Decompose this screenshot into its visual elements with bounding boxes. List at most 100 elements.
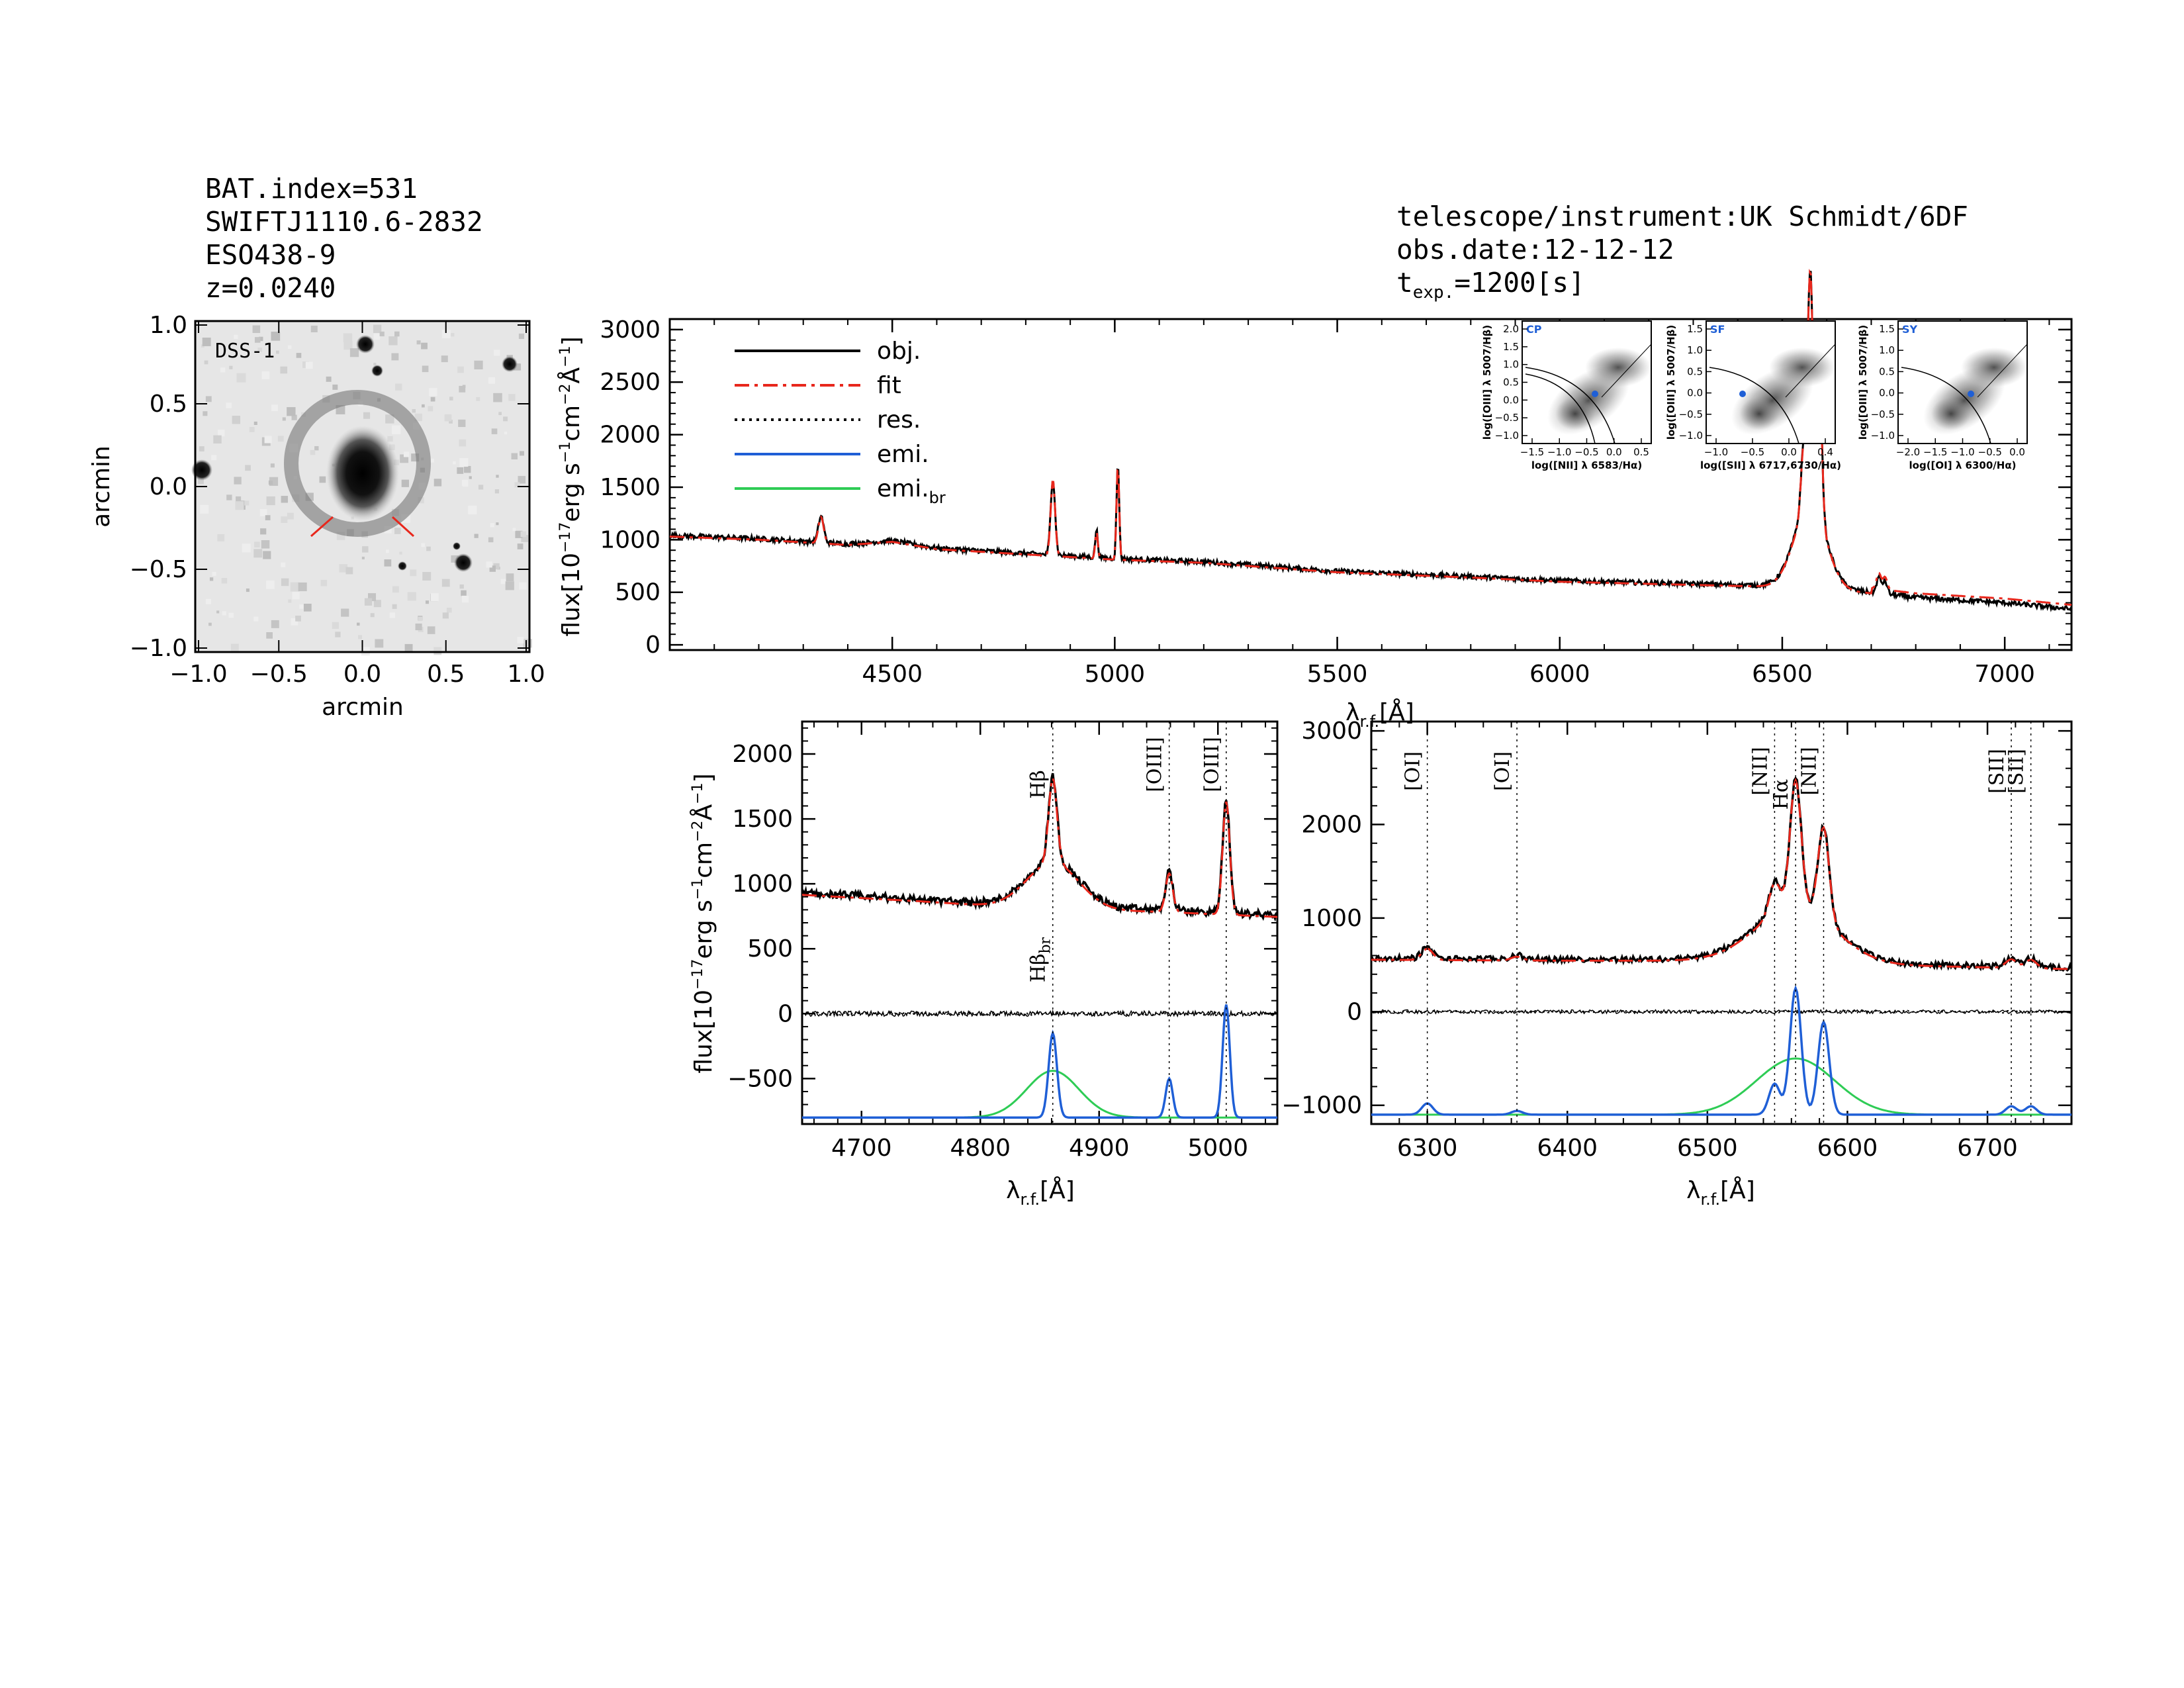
noise-pixel	[199, 446, 205, 451]
halpha-zoom-panel: 6300 6400 6500 6600 6700 −1000 0 1000 2000 3000 […	[1281, 718, 2073, 1209]
x-tick-label: −1.0	[169, 661, 227, 688]
halpha-curves	[1370, 722, 2073, 1124]
bpt-x-tick-label: −1.0	[1547, 446, 1571, 458]
noise-pixel	[265, 515, 271, 520]
y-tick-label: 2000	[600, 422, 660, 449]
noise-pixel	[433, 479, 442, 487]
noise-pixel	[387, 436, 393, 442]
noise-pixel	[268, 480, 273, 485]
noise-pixel	[459, 385, 466, 393]
noise-pixel	[394, 331, 400, 337]
noise-pixel	[457, 467, 464, 474]
main-axes: 4500 5000 5500 6000 6500 7000 0 500 1000 1500 2000…	[600, 316, 2071, 688]
noise-pixel	[320, 580, 328, 586]
legend-label: obj.	[877, 338, 921, 365]
noise-pixel	[486, 561, 492, 568]
noise-pixel	[521, 535, 529, 542]
object-point	[1739, 391, 1746, 397]
object-info: BAT.index=531 SWIFTJ1110.6-2832 ESO438-9…	[205, 172, 483, 305]
x-tick-label: 5000	[1187, 1135, 1248, 1162]
texp-prefix: t	[1396, 267, 1413, 299]
noise-pixel	[332, 384, 338, 390]
noise-pixel	[261, 540, 270, 549]
density-blob	[1739, 397, 1779, 430]
residual-spectrum	[801, 1009, 1278, 1018]
demarcation-curve	[1525, 373, 1596, 444]
noise-pixel	[373, 333, 381, 340]
y-tick-label: 0.0	[150, 473, 187, 500]
noise-pixel	[216, 610, 220, 614]
sii-6717-label: [SII]	[1985, 749, 2009, 794]
hbeta-ylabel: flux[10−17erg s−1cm−2Å−1]	[689, 773, 717, 1073]
noise-pixel	[282, 417, 286, 421]
noise-pixel	[263, 551, 271, 559]
noise-pixel	[505, 581, 514, 590]
star	[371, 365, 383, 377]
noise-pixel	[257, 348, 263, 352]
observed-spectrum	[1370, 776, 2073, 972]
halpha-label: Hα	[1770, 779, 1793, 810]
object-point	[1968, 391, 1974, 397]
noise-pixel	[462, 385, 466, 389]
bpt-x-tick-label: 0.4	[1817, 446, 1833, 458]
noise-pixel	[209, 577, 214, 581]
noise-pixel	[468, 505, 477, 515]
x-tick-label: 0.0	[343, 661, 381, 688]
target-marker-left	[310, 516, 334, 538]
bpt-ylabel: log([OIII] λ 5007/Hβ)	[1857, 325, 1869, 440]
noise-pixel	[252, 325, 261, 334]
bpt-sy: SY−2.0 −1.5 −1.0 −0.5 0.01.51.00.50.0−0.5−1.…	[1857, 320, 2028, 471]
noise-pixel	[421, 543, 426, 547]
noise-pixel	[503, 416, 508, 422]
legend-label: fit	[877, 372, 901, 399]
noise-pixel	[203, 411, 208, 416]
observed-spectrum	[801, 773, 1278, 922]
bpt-x-tick-label: −2.0	[1896, 446, 1920, 458]
x-tick-label: 4700	[831, 1135, 892, 1162]
noise-pixel	[295, 615, 301, 622]
noise-pixel	[523, 639, 532, 648]
noise-pixel	[271, 332, 281, 341]
noise-pixel	[244, 500, 250, 506]
image-ylabel: arcmin	[88, 445, 115, 528]
x-tick-label: 7000	[1974, 661, 2035, 688]
noise-pixel	[446, 607, 452, 613]
noise-pixel	[458, 419, 466, 428]
bpt-y-tick-label: −1.0	[1871, 430, 1895, 442]
y-tick-label: 0	[645, 632, 660, 659]
noise-pixel	[232, 416, 241, 424]
noise-pixel	[288, 599, 292, 603]
bpt-y-tick-label: 1.0	[1687, 344, 1703, 356]
noise-pixel	[441, 355, 448, 363]
noise-pixel	[271, 404, 278, 412]
noise-pixel	[459, 439, 467, 447]
oiii-5007-label: [OIII]	[1201, 737, 1224, 792]
noise-pixel	[245, 465, 251, 471]
noise-pixel	[494, 350, 500, 356]
galaxy-core	[326, 426, 399, 521]
density-blob	[1961, 348, 2027, 387]
noise-pixel	[494, 489, 500, 494]
seyfert-liner-line	[1601, 344, 1652, 398]
noise-pixel	[236, 496, 242, 502]
noise-pixel	[226, 402, 232, 408]
noise-pixel	[449, 397, 453, 400]
image-axes: −1.0 −0.5 0.0 0.5 1.0 1.0 0.5 0.0 −0.5 −1.0	[130, 312, 545, 688]
halpha-xlabel: λr.f.[Å]	[1686, 1176, 1755, 1209]
bpt-y-tick-label: −0.5	[1495, 412, 1519, 424]
noise-pixel	[506, 573, 514, 582]
bpt-tag: SF	[1710, 323, 1725, 336]
noise-pixel	[364, 598, 373, 606]
observation-info: telescope/instrument:UK Schmidt/6DF obs.…	[1396, 200, 1968, 303]
noise-pixel	[493, 563, 500, 570]
hbeta-broad-sub: br	[1038, 937, 1054, 953]
noise-pixel	[211, 455, 217, 461]
y-tick-label: −1.0	[130, 635, 187, 662]
noise-pixel	[373, 324, 382, 334]
noise-pixel	[291, 618, 298, 626]
bpt-sf: SF−1.0 −0.5 0.0 0.41.51.00.50.0−0.5−1.0log(…	[1665, 320, 1841, 471]
noise-pixel	[498, 412, 502, 416]
oi-6364-label: [OI]	[1491, 751, 1514, 791]
density-blob	[1769, 348, 1835, 387]
